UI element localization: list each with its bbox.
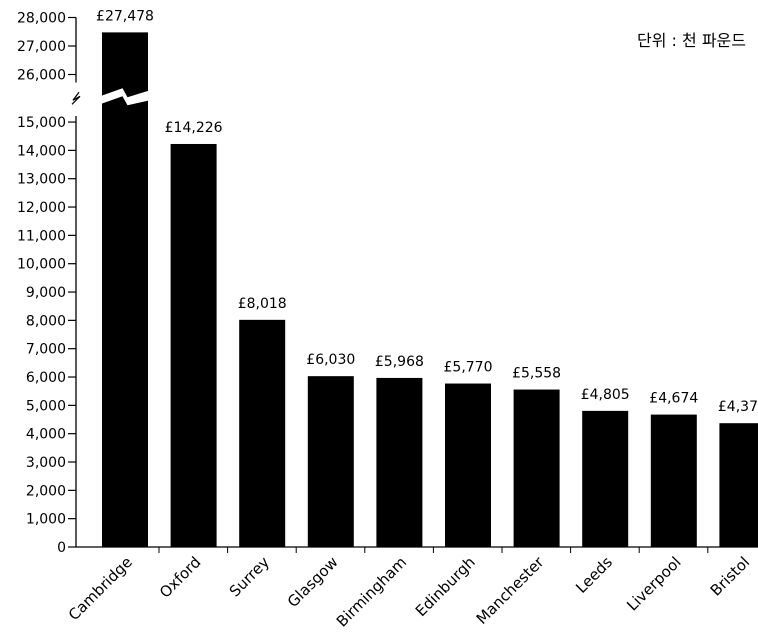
y-tick-label: 27,000 bbox=[17, 39, 66, 55]
y-tick-label: 4,000 bbox=[26, 427, 66, 443]
bar-bristol bbox=[719, 423, 758, 547]
y-tick-label: 10,000 bbox=[17, 257, 66, 273]
data-label: £6,030 bbox=[306, 352, 355, 368]
y-tick-label: 14,000 bbox=[17, 143, 66, 159]
data-label: £14,226 bbox=[165, 120, 223, 136]
y-tick-label: 12,000 bbox=[17, 200, 66, 216]
y-tick-label: 9,000 bbox=[26, 285, 66, 301]
bar-cambridge bbox=[102, 32, 148, 547]
bar-break-band bbox=[100, 88, 150, 106]
category-label: Liverpool bbox=[623, 553, 684, 614]
data-labels: £27,478 £14,226 £8,018 £6,030 £5,968 £5,770 £5… bbox=[96, 8, 758, 415]
y-axis: 0 1,000 2,000 3,000 4,000 5,000 6,000 7,000 8,00… bbox=[17, 11, 81, 556]
bar-glasgow bbox=[307, 376, 354, 547]
axis-break-mark bbox=[71, 91, 81, 105]
bar-birmingham bbox=[376, 377, 423, 547]
category-label: Edinburgh bbox=[412, 553, 479, 620]
data-label: £8,018 bbox=[238, 296, 287, 312]
y-tick-label: 5,000 bbox=[26, 398, 66, 414]
y-tick-label: 28,000 bbox=[17, 11, 66, 27]
unit-note: 단위 : 천 파운드 bbox=[637, 31, 746, 50]
bar-edinburgh bbox=[445, 383, 491, 547]
category-label: Birmingham bbox=[333, 553, 410, 630]
bar-liverpool bbox=[650, 414, 697, 547]
bar-manchester bbox=[513, 389, 560, 547]
category-label: Leeds bbox=[572, 553, 616, 597]
y-tick-label: 3,000 bbox=[26, 455, 66, 471]
category-label: Glasgow bbox=[284, 553, 342, 611]
y-tick-label: 1,000 bbox=[26, 512, 66, 528]
data-label: £27,478 bbox=[96, 8, 154, 24]
bars bbox=[100, 32, 758, 547]
category-label: Manchester bbox=[473, 553, 548, 628]
category-label: Oxford bbox=[156, 553, 204, 601]
data-label: £4,370 bbox=[718, 399, 758, 415]
category-label: Cambridge bbox=[65, 553, 136, 624]
y-tick-label: 2,000 bbox=[26, 483, 66, 499]
data-label: £5,770 bbox=[444, 360, 493, 376]
category-label: Bristol bbox=[707, 553, 753, 599]
data-label: £4,805 bbox=[581, 387, 630, 403]
data-label: £5,968 bbox=[375, 354, 424, 370]
category-label: Surrey bbox=[226, 553, 273, 600]
y-tick-label: 7,000 bbox=[26, 342, 66, 358]
x-axis bbox=[76, 546, 758, 553]
data-label: £4,674 bbox=[649, 391, 698, 407]
y-tick-label: 0 bbox=[57, 540, 66, 556]
y-tick-label: 11,000 bbox=[17, 228, 66, 244]
y-tick-label: 13,000 bbox=[17, 172, 66, 188]
bar-surrey bbox=[239, 319, 286, 547]
bar-oxford bbox=[170, 143, 217, 547]
y-tick-label: 8,000 bbox=[26, 313, 66, 329]
data-label: £5,558 bbox=[512, 366, 561, 382]
y-tick-label: 6,000 bbox=[26, 370, 66, 386]
y-tick-label: 15,000 bbox=[17, 115, 66, 131]
y-tick-label: 26,000 bbox=[17, 68, 66, 84]
bar-leeds bbox=[582, 410, 629, 547]
